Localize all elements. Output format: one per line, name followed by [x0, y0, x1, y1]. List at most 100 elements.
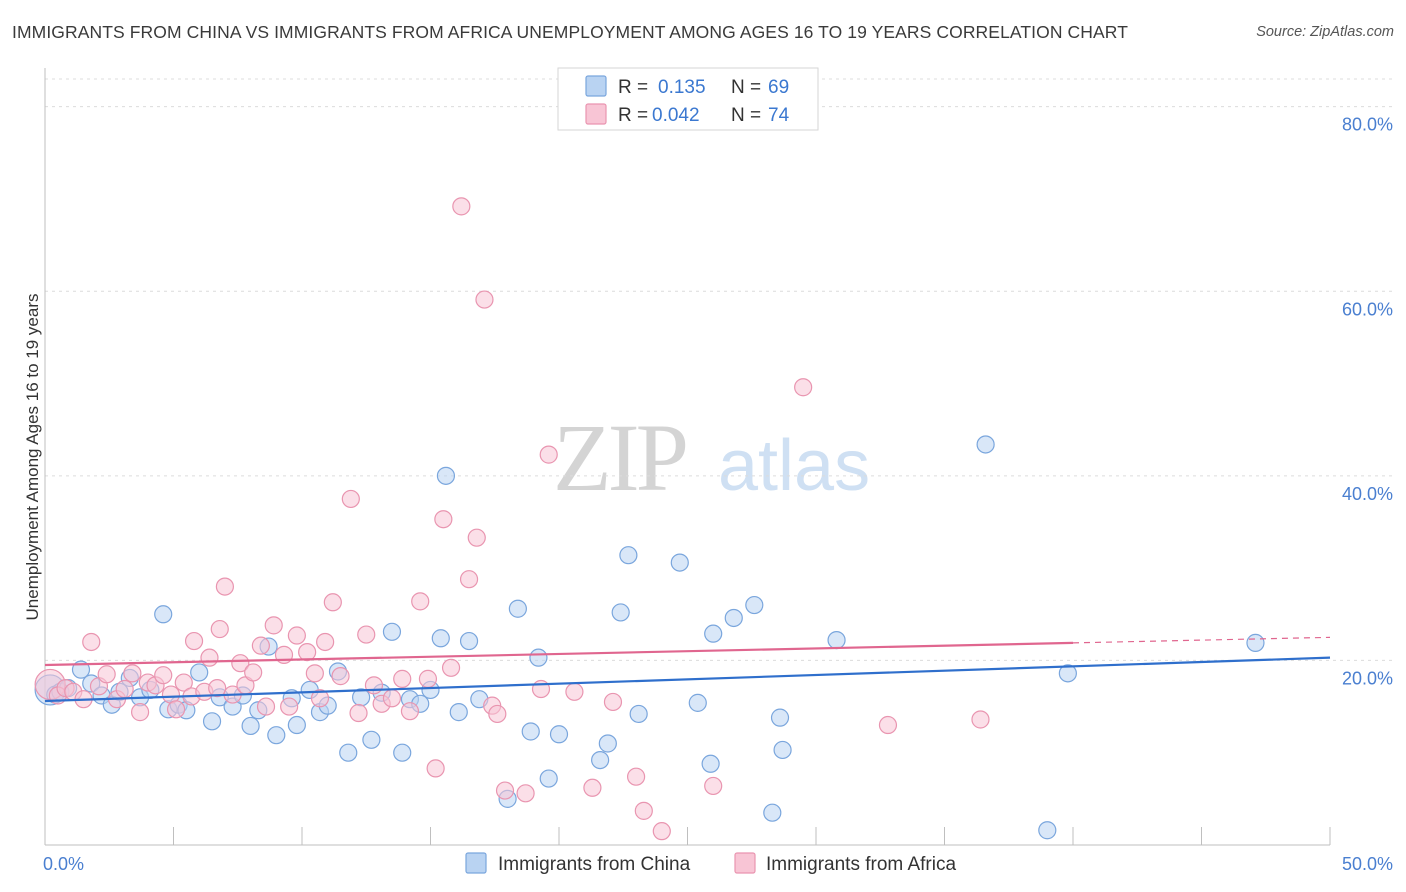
africa-point — [583, 778, 602, 797]
y-axis-title: Unemployment Among Ages 16 to 19 years — [23, 294, 42, 621]
africa-point — [441, 658, 461, 677]
africa-point — [418, 669, 438, 688]
china-point — [529, 648, 548, 667]
africa-point — [310, 689, 330, 708]
africa-point — [82, 632, 101, 652]
africa-point — [475, 290, 494, 309]
china-point — [393, 743, 412, 762]
legend-swatch-china — [585, 75, 607, 97]
legend-swatch-africa — [585, 103, 607, 125]
y-tick-label: 20.0% — [1342, 668, 1393, 688]
bottom-legend-swatch-china — [465, 852, 487, 874]
china-point — [611, 603, 630, 622]
china-point — [267, 726, 286, 745]
china-point — [773, 740, 792, 760]
africa-point — [174, 673, 193, 692]
china-point — [431, 629, 450, 648]
china-point — [591, 750, 610, 770]
africa-point — [244, 663, 263, 682]
africa-point — [652, 822, 671, 841]
africa-trend-line-extension — [1072, 636, 1331, 644]
africa-point — [539, 445, 558, 464]
africa-point — [256, 697, 276, 716]
bottom-legend-china: Immigrants from China — [498, 854, 691, 875]
china-point — [339, 743, 358, 762]
africa-point — [341, 489, 360, 509]
china-point — [1058, 664, 1077, 683]
africa-point — [231, 654, 250, 673]
china-point — [704, 624, 723, 643]
legend-africa-n-value: 74 — [768, 105, 790, 126]
africa-point — [298, 643, 317, 662]
china-point — [598, 734, 617, 753]
china-point — [1246, 633, 1265, 652]
legend-africa-r-label: R = — [618, 105, 648, 126]
africa-point — [634, 801, 653, 820]
legend-china-r-label: R = — [618, 77, 648, 98]
africa-point — [280, 697, 299, 716]
china-point — [745, 595, 764, 615]
africa-point — [184, 631, 204, 651]
africa-point — [323, 593, 342, 612]
africa-point — [251, 636, 270, 655]
africa-point — [400, 702, 420, 721]
africa-point — [467, 528, 486, 547]
africa-point — [878, 715, 898, 735]
africa-point — [603, 692, 623, 712]
china-trend-line — [44, 656, 1331, 703]
africa-point — [208, 679, 227, 698]
y-tick-labels: 20.0% 40.0% 60.0% 80.0% — [1342, 115, 1393, 689]
africa-point — [459, 570, 479, 589]
africa-point — [305, 664, 324, 683]
legend-china-n-label: N = — [731, 77, 761, 98]
africa-point — [357, 625, 376, 644]
legend-africa-n-label: N = — [731, 105, 761, 126]
africa-point — [971, 710, 990, 729]
china-point — [190, 663, 209, 682]
china-point — [770, 708, 790, 727]
watermark-zip: ZIP — [553, 404, 686, 511]
china-point — [382, 622, 402, 641]
africa-point — [364, 676, 384, 695]
africa-point — [97, 665, 116, 684]
legend-africa-r-value: 0.042 — [652, 105, 700, 126]
x-tick-label-max: 50.0% — [1342, 854, 1393, 874]
china-point — [724, 608, 743, 628]
bottom-legend-africa: Immigrants from Africa — [766, 854, 956, 875]
china-point — [154, 605, 173, 624]
africa-point — [565, 682, 584, 701]
trend-lines — [44, 636, 1331, 703]
china-point — [508, 599, 527, 618]
china-point — [688, 693, 707, 712]
africa-point — [488, 704, 507, 724]
africa-point — [495, 781, 515, 800]
africa-point — [349, 703, 368, 723]
africa-point — [210, 619, 229, 639]
x-tick-label-min: 0.0% — [43, 854, 84, 874]
africa-point — [516, 784, 535, 803]
china-point — [629, 704, 648, 724]
y-tick-label: 80.0% — [1342, 115, 1393, 135]
africa-point — [331, 667, 350, 686]
africa-point — [794, 378, 813, 397]
watermark-atlas: atlas — [718, 426, 870, 506]
africa-point — [123, 664, 142, 683]
legend-china-r-value: 0.135 — [658, 77, 706, 98]
africa-trend-line — [44, 641, 1074, 667]
china-point — [202, 712, 222, 731]
africa-point — [452, 197, 471, 216]
africa-point — [411, 592, 430, 611]
africa-point — [115, 679, 134, 699]
china-point — [701, 754, 720, 773]
africa-point — [434, 510, 453, 529]
top-legend: R = 0.135 N = 69 R = 0.042 N = 74 — [557, 67, 819, 131]
watermark: ZIP atlas — [553, 404, 870, 511]
africa-point — [264, 616, 283, 635]
china-point — [521, 722, 540, 741]
bottom-legend: Immigrants from China Immigrants from Af… — [465, 852, 956, 875]
source-label: Source: ZipAtlas.com — [1256, 24, 1394, 40]
africa-point — [200, 648, 219, 667]
china-point — [449, 703, 468, 722]
china-point — [670, 553, 689, 572]
